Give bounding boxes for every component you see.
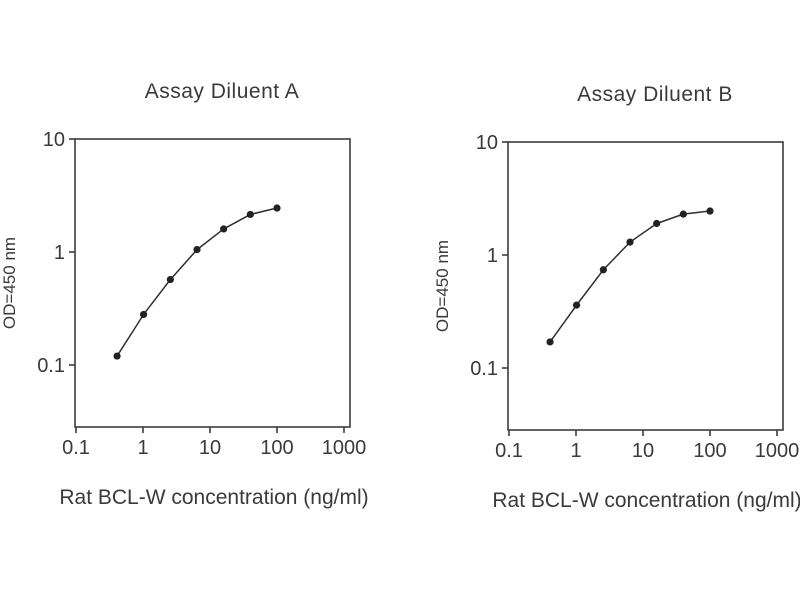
y-tick-label: 0.1: [37, 355, 65, 377]
data-point-marker: [626, 238, 634, 246]
x-tick-label: 0.1: [62, 437, 90, 459]
data-point-marker: [220, 225, 228, 233]
x-axis-label: Rat BCL-W concentration (ng/ml): [59, 486, 369, 509]
x-tick-label: 100: [260, 437, 293, 459]
data-point-marker: [572, 301, 581, 309]
x-tick-label: 1000: [322, 437, 367, 459]
data-point-marker: [139, 310, 148, 319]
data-point-marker: [546, 338, 554, 346]
x-axis-label: Rat BCL-W concentration (ng/ml): [492, 489, 800, 512]
standard-curve-line: [116, 207, 278, 357]
x-tick-label: 1: [137, 437, 148, 459]
y-tick-label: 10: [476, 132, 498, 154]
standard-curve-line: [549, 210, 711, 343]
data-point-marker: [653, 219, 661, 228]
plot-frame: [74, 138, 351, 428]
chart-title: Assay Diluent A: [144, 80, 300, 103]
chart-assay-diluent-a: Assay Diluent A OD=450 nm 0.1 1 10 100 1000 1…: [0, 0, 400, 540]
x-tick-label: 100: [693, 440, 726, 462]
x-tick-label: 10: [632, 440, 654, 462]
y-tick-label: 1: [487, 245, 498, 267]
y-tick-label: 0.1: [470, 358, 498, 380]
chart-title: Assay Diluent B: [577, 83, 733, 106]
data-point-marker: [113, 352, 121, 360]
data-point-marker: [273, 204, 281, 212]
data-point-marker: [599, 266, 607, 274]
plot-frame: [507, 141, 784, 431]
plot-area: 0.1 1 10 100 1000 10 1 0.1: [470, 132, 800, 462]
x-tick-label: 1: [570, 440, 581, 462]
x-tick-label: 10: [199, 437, 221, 459]
x-tick-label: 0.1: [495, 440, 523, 462]
chart-assay-diluent-b: Assay Diluent B OD=450 nm 0.1 1 10 100 1000 1…: [433, 3, 800, 543]
data-point-marker: [193, 246, 201, 254]
data-point-marker: [706, 207, 714, 215]
data-point-marker: [166, 275, 174, 284]
data-point-marker: [246, 210, 254, 219]
plot-area: 0.1 1 10 100 1000 10 1 0.1: [37, 129, 367, 459]
data-point-marker: [679, 210, 687, 218]
y-tick-label: 1: [54, 242, 65, 264]
x-tick-label: 1000: [755, 440, 800, 462]
y-tick-label: 10: [43, 129, 65, 151]
